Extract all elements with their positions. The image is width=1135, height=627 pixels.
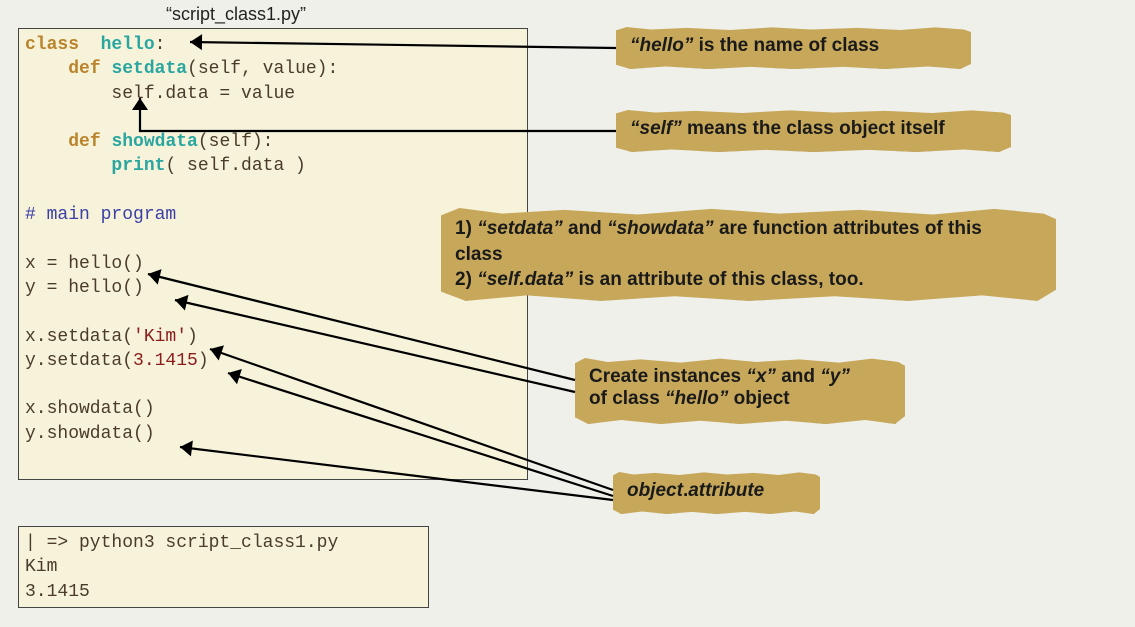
annotation-object-attribute: object.attribute bbox=[613, 472, 820, 514]
terminal-output: | => python3 script_class1.py Kim 3.1415 bbox=[18, 526, 429, 608]
annotation-hello-class: “hello” is the name of class bbox=[616, 27, 971, 69]
filename-label: “script_class1.py” bbox=[166, 4, 306, 25]
annotation-attributes: 1) “setdata” and “showdata” are function… bbox=[441, 208, 1056, 301]
slide-stage: “script_class1.py” class hello: def setd… bbox=[0, 0, 1135, 627]
annotation-self: “self” means the class object itself bbox=[616, 110, 1011, 152]
annotation-instances: Create instances “x” and “y”of class “he… bbox=[575, 358, 905, 424]
